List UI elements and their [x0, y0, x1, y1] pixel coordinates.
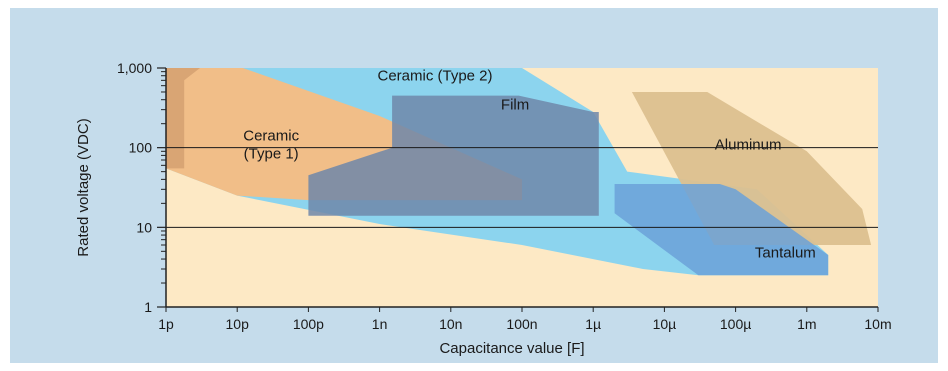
- region-ceramic-type-1-edge: [166, 68, 200, 169]
- y-tick-label: 1: [144, 299, 152, 315]
- x-tick-label: 10n: [439, 316, 462, 332]
- region-label-aluminum: Aluminum: [715, 136, 782, 153]
- x-tick-label: 10µ: [653, 316, 677, 332]
- region-label-ceramic-type-1: Ceramic (Type 1): [243, 127, 299, 162]
- x-tick-label: 100p: [293, 316, 324, 332]
- regions-layer: [166, 68, 872, 276]
- gridlines-layer: [166, 147, 878, 228]
- x-axis-title: Capacitance value [F]: [439, 340, 584, 357]
- region-label-film: Film: [501, 97, 529, 114]
- y-tick-label: 10: [136, 219, 152, 235]
- x-tick-label: 1p: [158, 316, 174, 332]
- region-tantalum: [614, 184, 829, 276]
- ticks-layer: 1 10 100 1,000 1p 10p 100p 1n 10n 100n 1µ 10µ 100µ 1m…: [117, 60, 892, 332]
- x-tick-label: 1n: [372, 316, 388, 332]
- x-tick-label: 100n: [506, 316, 537, 332]
- region-label-ceramic-type-2: Ceramic (Type 2): [377, 67, 492, 84]
- x-tick-label: 1µ: [585, 316, 601, 332]
- x-tick-label: 1m: [797, 316, 816, 332]
- region-aluminum: [621, 92, 872, 245]
- y-tick-label: 1,000: [117, 60, 152, 76]
- region-labels-layer: Ceramic (Type 2) Ceramic (Type 1) Film Alumi…: [243, 67, 816, 261]
- x-tick-label: 100µ: [720, 316, 751, 332]
- y-tick-label: 100: [129, 140, 153, 156]
- region-film: [308, 95, 599, 216]
- x-tick-label: 10p: [226, 316, 250, 332]
- region-label-tantalum: Tantalum: [755, 244, 816, 261]
- y-axis-title: Rated voltage (VDC): [75, 118, 92, 256]
- x-tick-label: 10m: [864, 316, 891, 332]
